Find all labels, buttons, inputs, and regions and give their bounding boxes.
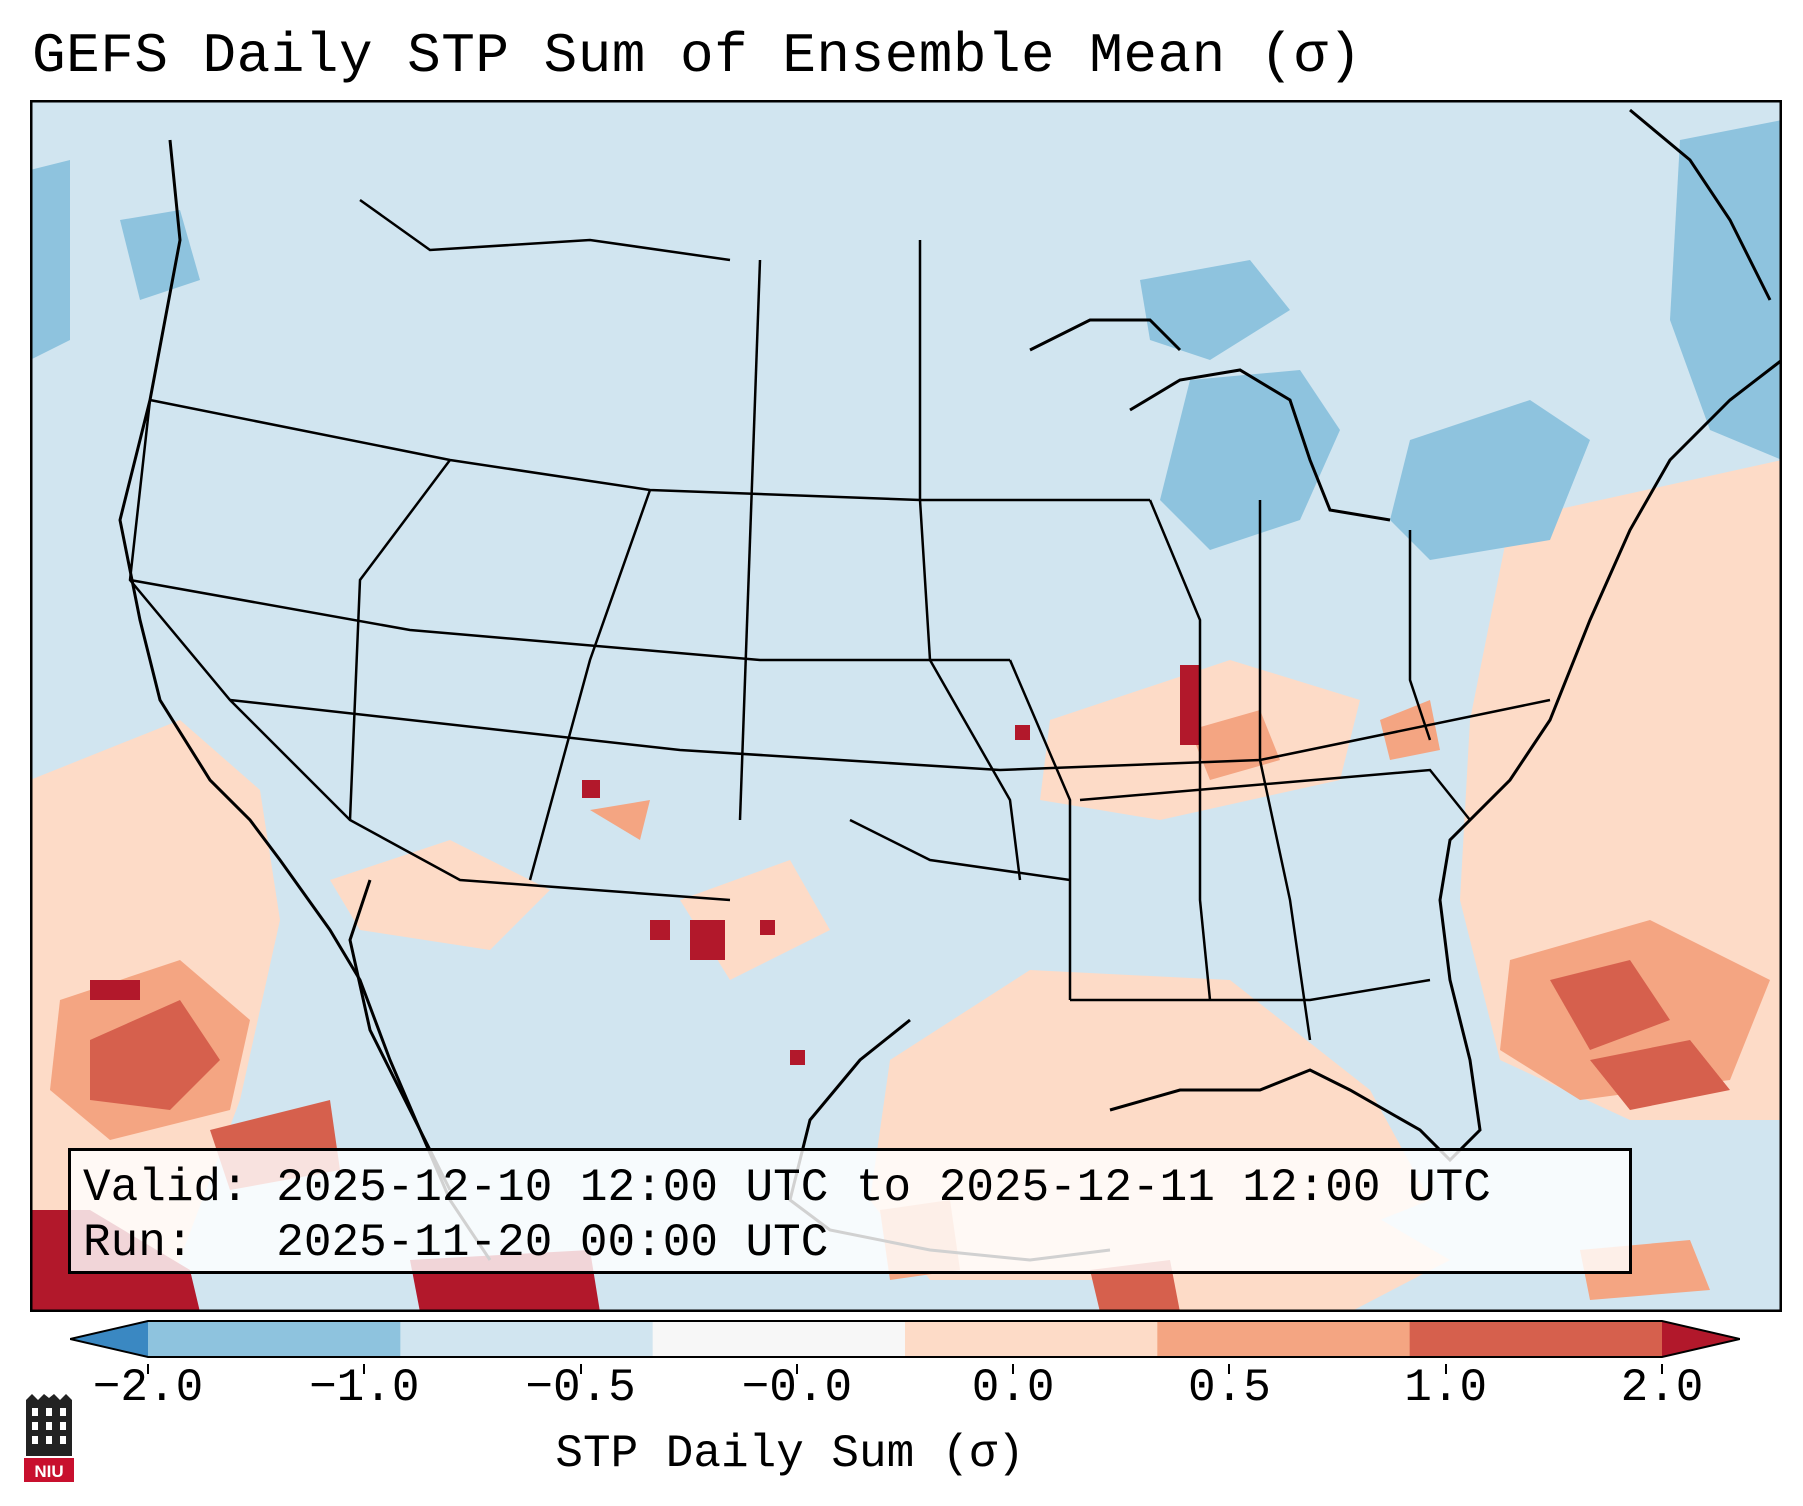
- colorbar-label: STP Daily Sum (σ): [555, 1428, 1025, 1480]
- niu-logo: NIU: [24, 1394, 74, 1482]
- colorbar-segment: [652, 1321, 906, 1357]
- colorbar-segment: [1157, 1321, 1411, 1357]
- colorbar-tick: [1444, 1364, 1447, 1374]
- colorbar-segment: [1409, 1321, 1663, 1357]
- map-panel: [30, 100, 1782, 1312]
- colorbar-segment: [400, 1321, 654, 1357]
- colorbar-extend-high: [1662, 1321, 1740, 1357]
- map-frame: [30, 100, 1782, 1312]
- run-label: Run:: [83, 1217, 194, 1269]
- valid-label: Valid:: [83, 1162, 249, 1214]
- valid-value: 2025-12-10 12:00 UTC to 2025-12-11 12:00…: [276, 1162, 1491, 1214]
- colorbar-tick: [1012, 1364, 1015, 1374]
- colorbar-outline: [70, 1320, 1740, 1358]
- valid-run-infobox: Valid: 2025-12-10 12:00 UTC to 2025-12-1…: [68, 1148, 1632, 1274]
- colorbar-tick: [147, 1364, 149, 1374]
- run-value: 2025-11-20 00:00 UTC: [276, 1217, 829, 1269]
- colorbar: [70, 1320, 1740, 1358]
- state-borders: [128, 198, 1551, 1041]
- colorbar-segment: [905, 1321, 1158, 1357]
- colorbar-tick: [363, 1364, 366, 1374]
- colorbar-tick: [795, 1364, 798, 1374]
- map-title: GEFS Daily STP Sum of Ensemble Mean (σ): [32, 24, 1363, 88]
- colorbar-segments: [70, 1321, 1740, 1357]
- colorbar-tick: [579, 1364, 582, 1374]
- colorbar-tick: [1228, 1364, 1231, 1374]
- logo-text: NIU: [34, 1462, 63, 1481]
- colorbar-segment: [148, 1321, 401, 1357]
- colorbar-tick: [1661, 1364, 1663, 1374]
- colorbar-extend-low: [70, 1321, 148, 1357]
- anomaly-high: [90, 960, 1730, 1312]
